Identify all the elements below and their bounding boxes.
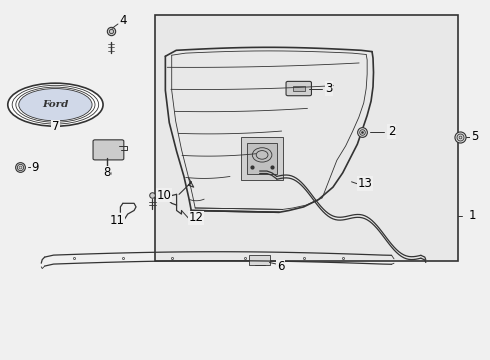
FancyBboxPatch shape bbox=[93, 140, 124, 160]
Text: 6: 6 bbox=[277, 260, 284, 273]
FancyBboxPatch shape bbox=[286, 81, 312, 96]
Text: 11: 11 bbox=[109, 214, 124, 227]
Text: 13: 13 bbox=[357, 177, 372, 190]
Text: 2: 2 bbox=[388, 125, 395, 138]
Text: 10: 10 bbox=[157, 189, 172, 202]
Ellipse shape bbox=[8, 83, 103, 126]
Text: 8: 8 bbox=[103, 166, 111, 179]
Bar bbox=[242, 137, 283, 180]
Text: 5: 5 bbox=[471, 130, 478, 144]
Bar bbox=[249, 255, 270, 265]
Ellipse shape bbox=[19, 89, 92, 121]
Text: Ford: Ford bbox=[42, 100, 69, 109]
Text: 4: 4 bbox=[119, 14, 126, 27]
Text: 7: 7 bbox=[51, 121, 59, 134]
Text: 12: 12 bbox=[189, 211, 204, 224]
Bar bbox=[155, 15, 458, 261]
Text: 9: 9 bbox=[31, 161, 39, 174]
Bar bbox=[293, 86, 305, 91]
Bar bbox=[247, 143, 277, 174]
Text: 1: 1 bbox=[468, 210, 476, 222]
Text: 3: 3 bbox=[325, 82, 333, 95]
